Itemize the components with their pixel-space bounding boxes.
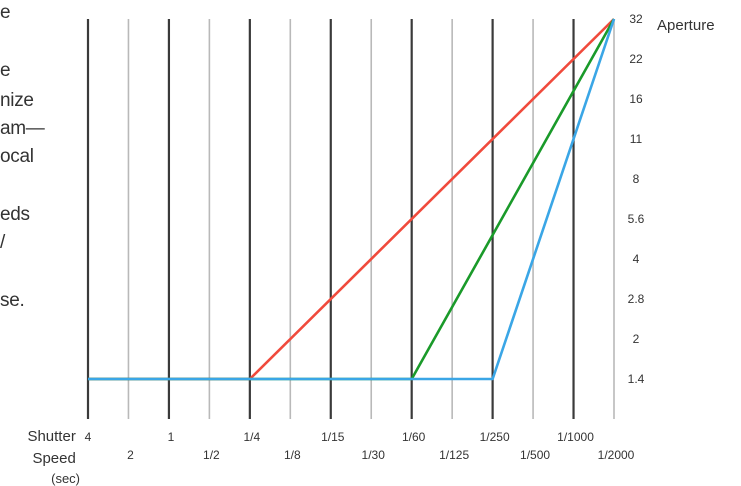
side-text-fragment: nize <box>0 90 34 111</box>
y-tick-label: 16 <box>629 92 643 106</box>
y-tick-label: 4 <box>633 252 640 266</box>
y-tick-label: 1.4 <box>628 372 645 386</box>
side-text-fragment: se. <box>0 290 25 311</box>
horizontal-gridlines <box>88 17 614 421</box>
cropped-side-text: e e nize am— ocal eds / se. <box>0 0 80 330</box>
x-tick-label: 1/250 <box>480 430 510 444</box>
x-tick-label: 1/8 <box>284 448 301 462</box>
x-tick-label: 1/125 <box>439 448 469 462</box>
x-tick-label: 1/4 <box>244 430 261 444</box>
y-tick-label: 5.6 <box>628 212 645 226</box>
y-tick-label: 32 <box>629 12 643 26</box>
y-axis-label: Aperture <box>657 17 715 34</box>
series-line-2 <box>88 18 616 381</box>
side-text-fragment: eds <box>0 204 30 225</box>
x-tick-label: 1/2000 <box>598 448 635 462</box>
y-tick-label: 2.8 <box>628 292 645 306</box>
y-tick-labels: 1.4 2 2.8 4 5.6 8 11 16 22 32 <box>628 12 645 386</box>
x-tick-label: 1/1000 <box>557 430 594 444</box>
x-tick-label: 1/2 <box>203 448 220 462</box>
x-tick-label: 2 <box>127 448 134 462</box>
x-tick-label: 4 <box>85 430 92 444</box>
side-text-fragment: / <box>0 232 5 253</box>
y-tick-label: 22 <box>629 52 643 66</box>
x-tick-label: 1/500 <box>520 448 550 462</box>
x-tick-label: 1/15 <box>321 430 345 444</box>
side-text-fragment: e <box>0 2 11 23</box>
y-tick-label: 8 <box>633 172 640 186</box>
x-axis-label: Shutter Speed (sec) <box>27 428 80 486</box>
x-tick-labels: 4 2 1 1/2 1/4 1/8 1/15 1/30 1/60 1/125 1/250 1/500 1… <box>85 430 635 462</box>
side-text-fragment: am— <box>0 118 45 139</box>
x-tick-label: 1/60 <box>402 430 426 444</box>
y-tick-label: 11 <box>630 132 643 146</box>
side-text-fragment: ocal <box>0 146 34 167</box>
series-line-3 <box>88 18 616 381</box>
series-line-1 <box>88 18 615 381</box>
x-tick-label: 1 <box>168 430 175 444</box>
side-text-fragment: e <box>0 60 11 81</box>
x-tick-label: 1/30 <box>362 448 386 462</box>
series-lines <box>88 18 616 381</box>
y-tick-label: 2 <box>633 332 640 346</box>
